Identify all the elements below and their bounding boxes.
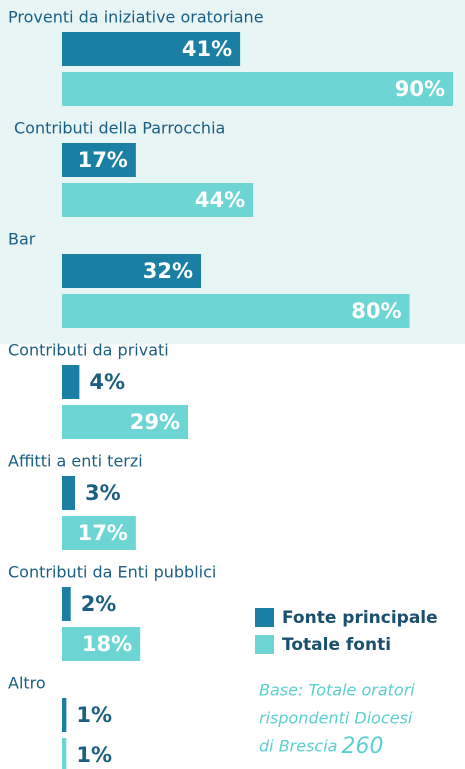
- legend-label: Fonte principale: [282, 608, 438, 628]
- value-label: 1%: [76, 703, 112, 727]
- legend-swatch: [255, 608, 274, 627]
- bar: [62, 476, 76, 510]
- category-label: Altro: [8, 674, 46, 693]
- value-label: 80%: [351, 299, 401, 323]
- bar: [62, 254, 202, 288]
- value-label: 17%: [78, 521, 128, 545]
- value-label: 90%: [395, 77, 445, 101]
- bar: [62, 365, 80, 399]
- value-label: 32%: [143, 259, 193, 283]
- bar: [62, 183, 254, 217]
- value-label: 17%: [78, 148, 128, 172]
- category-label: Contributi da Enti pubblici: [8, 563, 216, 582]
- note-line: Base: Totale oratori: [259, 681, 415, 700]
- category-label: Contributi da privati: [8, 341, 169, 360]
- bar: [62, 627, 141, 661]
- value-label: 3%: [85, 481, 121, 505]
- category-label: Bar: [8, 230, 36, 249]
- category-label: Contributi della Parrocchia: [14, 119, 225, 138]
- value-label: 2%: [81, 592, 117, 616]
- value-label: 18%: [82, 632, 132, 656]
- legend-swatch: [255, 635, 274, 654]
- note-line: rispondenti Diocesi: [259, 709, 413, 728]
- value-label: 4%: [89, 370, 125, 394]
- bar: [62, 738, 67, 769]
- note-value: 260: [341, 734, 383, 759]
- value-label: 41%: [182, 37, 232, 61]
- category-label: Affitti a enti terzi: [8, 452, 143, 471]
- category-label: Proventi da iniziative oratoriane: [8, 8, 264, 27]
- bar: [62, 143, 136, 177]
- bar: [62, 405, 188, 439]
- bar: [62, 516, 136, 550]
- value-label: 1%: [76, 743, 112, 767]
- value-label: 44%: [195, 188, 245, 212]
- note-line: di Brescia 260: [259, 734, 383, 759]
- bar: [62, 587, 71, 621]
- bar: [62, 294, 410, 328]
- legend-label: Totale fonti: [282, 635, 391, 655]
- bar: [62, 32, 241, 66]
- bar: [62, 698, 67, 732]
- bar: [62, 72, 453, 106]
- value-label: 29%: [130, 410, 180, 434]
